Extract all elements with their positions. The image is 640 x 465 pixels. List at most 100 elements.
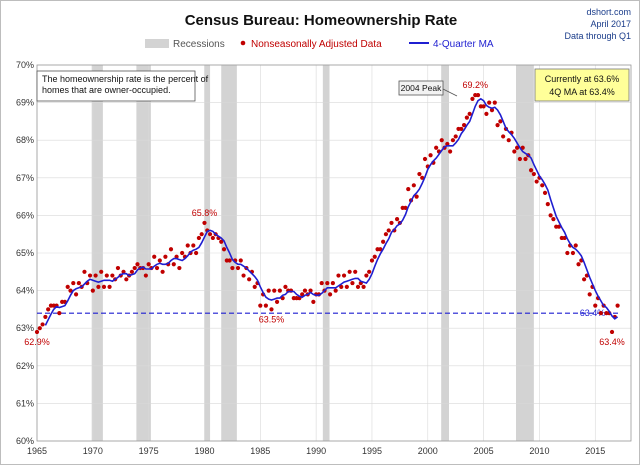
nsa-data-point: [353, 269, 358, 274]
nsa-data-point: [196, 235, 201, 241]
nsa-data-point: [573, 243, 578, 248]
nsa-data-point: [593, 303, 598, 308]
nsa-data-point: [506, 138, 511, 143]
nsa-data-point: [302, 288, 308, 293]
nsa-data-point: [90, 288, 95, 293]
nsa-data-point: [587, 292, 592, 297]
nsa-data-point: [308, 288, 313, 293]
legend-dots-label: Nonseasonally Adjusted Data: [251, 39, 382, 50]
x-tick-label: 1965: [27, 446, 47, 456]
nsa-data-point: [523, 156, 528, 162]
nsa-data-point: [277, 288, 282, 293]
nsa-data-point: [341, 273, 347, 278]
nsa-data-point: [227, 258, 232, 263]
nsa-data-point: [403, 205, 408, 210]
nsa-data-point: [570, 250, 576, 256]
x-tick-label: 2015: [585, 446, 605, 456]
nsa-data-point: [339, 284, 344, 289]
value-annotation: 69.2%: [462, 80, 488, 90]
gridlines: [36, 64, 631, 442]
nsa-data-point: [46, 307, 51, 312]
nsa-data-point: [383, 232, 389, 237]
nsa-data-point: [540, 183, 545, 188]
nsa-data-point: [199, 232, 204, 237]
nsa-data-point: [132, 265, 137, 271]
nsa-data-point: [283, 284, 288, 289]
nsa-data-point: [598, 311, 603, 316]
nsa-data-point: [450, 138, 456, 143]
nsa-data-point: [115, 265, 121, 271]
nsa-data-point: [498, 119, 503, 124]
note-line: The homeownership rate is the percent of: [42, 74, 209, 84]
nsa-data-point: [171, 262, 176, 267]
note-box: The homeownership rate is the percent of…: [36, 70, 209, 102]
chart-title: Census Bureau: Homeownership Rate: [185, 12, 458, 29]
date-label: April 2017: [590, 19, 631, 29]
legend-dot-marker: [240, 40, 246, 46]
y-tick-label: 67%: [16, 173, 34, 183]
nsa-data-point: [104, 273, 109, 278]
nsa-data-point: [517, 156, 523, 162]
nsa-data-point: [121, 269, 126, 274]
nsa-data-point: [369, 258, 375, 263]
nsa-data-point: [311, 299, 316, 304]
legend-recession-swatch: [145, 39, 169, 48]
nsa-data-point: [615, 303, 620, 308]
nsa-data-point: [344, 284, 349, 289]
nsa-data-point: [350, 280, 355, 286]
nsa-data-point: [185, 243, 190, 248]
nsa-data-point: [37, 326, 42, 331]
x-tick-label: 2010: [529, 446, 549, 456]
nsa-data-point: [73, 292, 79, 297]
y-tick-label: 63%: [16, 323, 34, 333]
nsa-data-point: [389, 220, 394, 226]
nsa-data-point: [207, 232, 213, 237]
nsa-data-point: [378, 247, 383, 252]
legend-recessions-label: Recessions: [173, 39, 225, 50]
axes: 60% 61% 62% 63% 64% 65% 66% 67% 68% 69% 70% 1965 197…: [16, 60, 632, 456]
nsa-data-point: [439, 138, 444, 143]
ma-line-group: [44, 97, 619, 326]
nsa-data-points: [34, 92, 620, 335]
nsa-data-point: [160, 269, 165, 274]
nsa-data-point: [110, 273, 115, 278]
nsa-data-point: [34, 329, 40, 335]
x-tick-label: 1995: [362, 446, 382, 456]
nsa-data-point: [152, 254, 157, 259]
nsa-data-point: [252, 284, 257, 289]
nsa-data-point: [124, 277, 129, 282]
nsa-data-point: [143, 273, 148, 278]
annotations: 62.9% 65.8% 63.5% 69.2% 63.4%: [24, 80, 625, 347]
peak-callout: 2004 Peak: [398, 80, 458, 97]
y-tick-label: 70%: [16, 60, 34, 70]
callout-line-1: Currently at 63.6%: [545, 74, 620, 84]
current-callout: Currently at 63.6% 4Q MA at 63.4%: [534, 68, 630, 102]
nsa-data-point: [361, 284, 366, 289]
nsa-data-point: [528, 168, 534, 173]
nsa-data-point: [241, 273, 246, 278]
nsa-data-point: [609, 329, 615, 335]
nsa-data-point: [542, 190, 548, 195]
value-annotation: 63.5%: [259, 314, 285, 324]
nsa-data-point: [414, 194, 419, 199]
nsa-data-point: [355, 284, 361, 289]
nsa-data-point: [417, 171, 422, 177]
reference-line-group: 63.4%: [37, 308, 620, 318]
nsa-data-point: [487, 100, 492, 105]
nsa-data-point: [235, 265, 241, 271]
nsa-data-point: [333, 288, 338, 293]
x-tick-label: 1970: [83, 446, 103, 456]
x-tick-label: 1975: [139, 446, 159, 456]
nsa-data-point: [461, 123, 467, 128]
nsa-data-point: [135, 262, 140, 267]
nsa-data-point: [57, 311, 62, 316]
nsa-data-point: [107, 284, 112, 289]
nsa-data-point: [336, 273, 341, 278]
nsa-data-point: [347, 269, 352, 274]
nsa-data-point: [266, 288, 271, 293]
nsa-data-point: [274, 299, 280, 304]
nsa-data-point: [272, 288, 277, 293]
nsa-data-point: [470, 96, 475, 101]
